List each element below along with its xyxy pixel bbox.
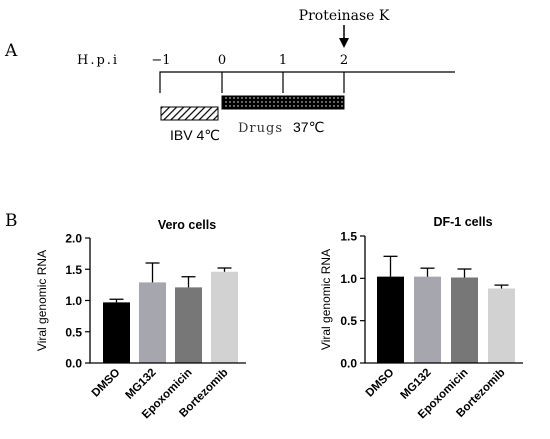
bar-bortezomib bbox=[211, 271, 238, 363]
y-tick-label: 1.0 bbox=[65, 294, 82, 308]
y-axis-label: Viral genomic RNA bbox=[319, 249, 333, 350]
bar-mg132 bbox=[139, 282, 166, 363]
timeline-panel: A H.p.i −1 0 1 2 Proteinase K IBV 4℃ Drugs … bbox=[4, 8, 455, 143]
panel-a-letter: A bbox=[4, 41, 18, 61]
vero-cells-chart: Vero cells Viral genomic RNA 0.0 0.5 1.0 1.5 2… bbox=[35, 218, 246, 421]
timeline-tick-labels: −1 0 1 2 bbox=[151, 53, 348, 68]
bar-epoxomicin bbox=[451, 277, 478, 363]
hpi-label: H.p.i bbox=[77, 53, 119, 68]
df1-cells-chart: DF-1 cells Viral genomic RNA 0.0 0.5 1.0 1.5 D… bbox=[319, 215, 523, 421]
y-tick-label: 1.5 bbox=[65, 263, 82, 277]
chart-title: DF-1 cells bbox=[433, 215, 492, 229]
bar-bortezomib bbox=[488, 288, 515, 363]
y-tick-label: 2.0 bbox=[65, 232, 82, 246]
y-tick-label: 0.5 bbox=[340, 314, 357, 328]
x-tick-label-mg132: MG132 bbox=[123, 367, 158, 402]
y-tick-label: 0.0 bbox=[65, 357, 82, 371]
proteinase-k-arrow bbox=[339, 25, 349, 48]
bar-dmso bbox=[103, 302, 130, 363]
ibv-incubation-block bbox=[160, 106, 219, 121]
timeline-tick-label: −1 bbox=[151, 53, 170, 68]
timeline-tick-label: 2 bbox=[340, 53, 348, 68]
ibv-label: IBV 4℃ bbox=[170, 127, 220, 143]
proteinase-k-label: Proteinase K bbox=[299, 8, 390, 24]
timeline-tick-label: 0 bbox=[218, 53, 226, 68]
y-tick-label: 0.5 bbox=[65, 325, 82, 339]
bar-epoxomicin bbox=[175, 287, 202, 363]
panel-b-letter: B bbox=[5, 211, 18, 231]
y-tick-label: 1.0 bbox=[340, 272, 357, 286]
y-tick-label: 1.5 bbox=[340, 230, 357, 244]
drugs-label: Drugs bbox=[238, 121, 283, 136]
y-axis-label: Viral genomic RNA bbox=[35, 250, 49, 351]
drugs-temp-label: 37℃ bbox=[293, 119, 324, 135]
chart-title: Vero cells bbox=[158, 218, 216, 232]
timeline-ticks bbox=[221, 72, 345, 93]
drugs-treatment-block bbox=[221, 95, 345, 110]
timeline-axis bbox=[159, 71, 455, 93]
timeline-tick-label: 1 bbox=[279, 53, 287, 68]
x-tick-label-mg132: MG132 bbox=[398, 367, 433, 402]
x-tick-label-dmso: DMSO bbox=[90, 367, 123, 400]
y-tick-label: 0.0 bbox=[340, 357, 357, 371]
bar-mg132 bbox=[414, 276, 441, 363]
x-tick-label-dmso: DMSO bbox=[364, 367, 397, 400]
bar-dmso bbox=[377, 276, 404, 363]
